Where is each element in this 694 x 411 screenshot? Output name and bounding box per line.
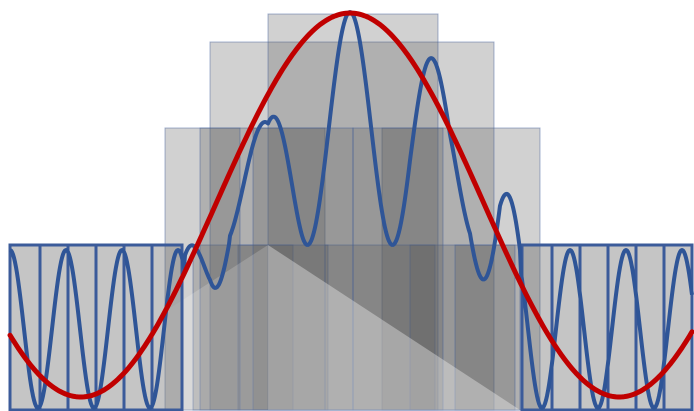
window-block-6 [237,244,329,411]
window-block-7 [324,244,436,411]
window-block-10 [352,127,444,411]
light-wedge-left [12,245,268,410]
window-block-8 [409,244,521,411]
red-carrier-wave [7,10,694,400]
window-block-5 [192,244,294,411]
light-wedge-layer [12,245,520,410]
window-block-9 [252,127,354,411]
window-block-11 [454,244,516,411]
light-wedge-right [268,245,520,410]
